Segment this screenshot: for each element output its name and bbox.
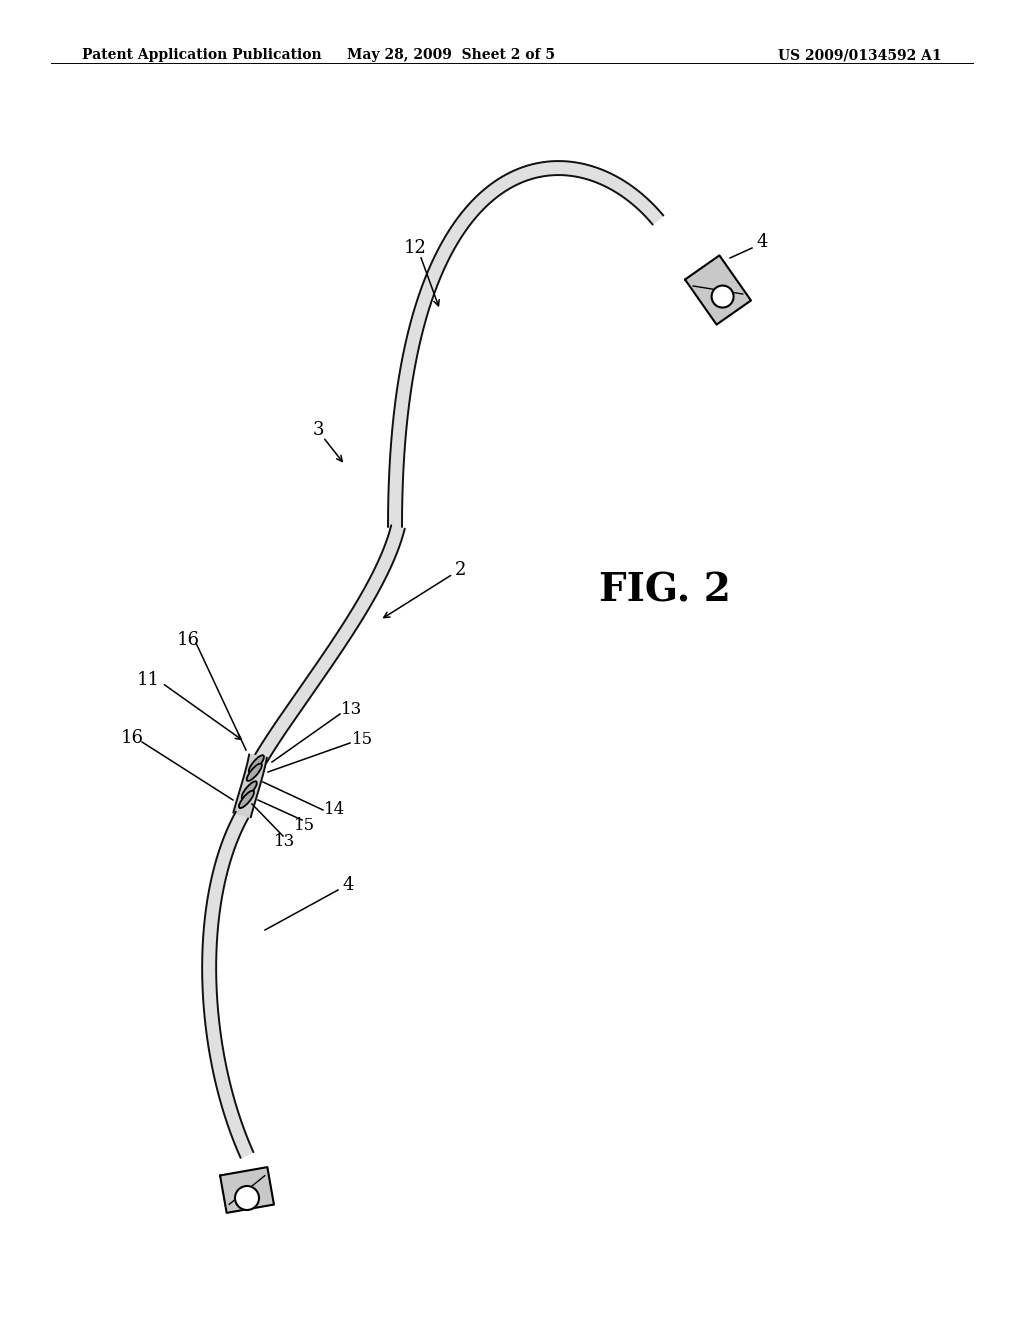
Text: 3: 3 (312, 421, 324, 440)
Ellipse shape (249, 755, 264, 772)
Ellipse shape (239, 791, 254, 808)
Text: 16: 16 (121, 729, 143, 747)
Polygon shape (254, 525, 404, 763)
Text: 4: 4 (757, 234, 768, 251)
Polygon shape (220, 1167, 274, 1213)
Text: 13: 13 (341, 701, 362, 718)
Text: 4: 4 (342, 876, 353, 894)
Text: Patent Application Publication: Patent Application Publication (82, 49, 322, 62)
Text: 15: 15 (351, 731, 373, 748)
Polygon shape (233, 755, 267, 817)
Text: 15: 15 (295, 817, 315, 833)
Text: 12: 12 (403, 239, 426, 257)
Text: 14: 14 (325, 801, 346, 818)
Ellipse shape (242, 781, 257, 799)
Polygon shape (388, 161, 664, 527)
Circle shape (712, 285, 733, 308)
Polygon shape (202, 812, 253, 1158)
Text: May 28, 2009  Sheet 2 of 5: May 28, 2009 Sheet 2 of 5 (346, 49, 555, 62)
Text: 2: 2 (455, 561, 466, 579)
Text: 16: 16 (176, 631, 200, 649)
Text: 13: 13 (274, 833, 296, 850)
Text: 11: 11 (136, 671, 160, 689)
Ellipse shape (247, 763, 262, 781)
Polygon shape (685, 256, 751, 325)
Text: FIG. 2: FIG. 2 (599, 572, 731, 609)
Circle shape (234, 1185, 259, 1210)
Text: US 2009/0134592 A1: US 2009/0134592 A1 (778, 49, 942, 62)
